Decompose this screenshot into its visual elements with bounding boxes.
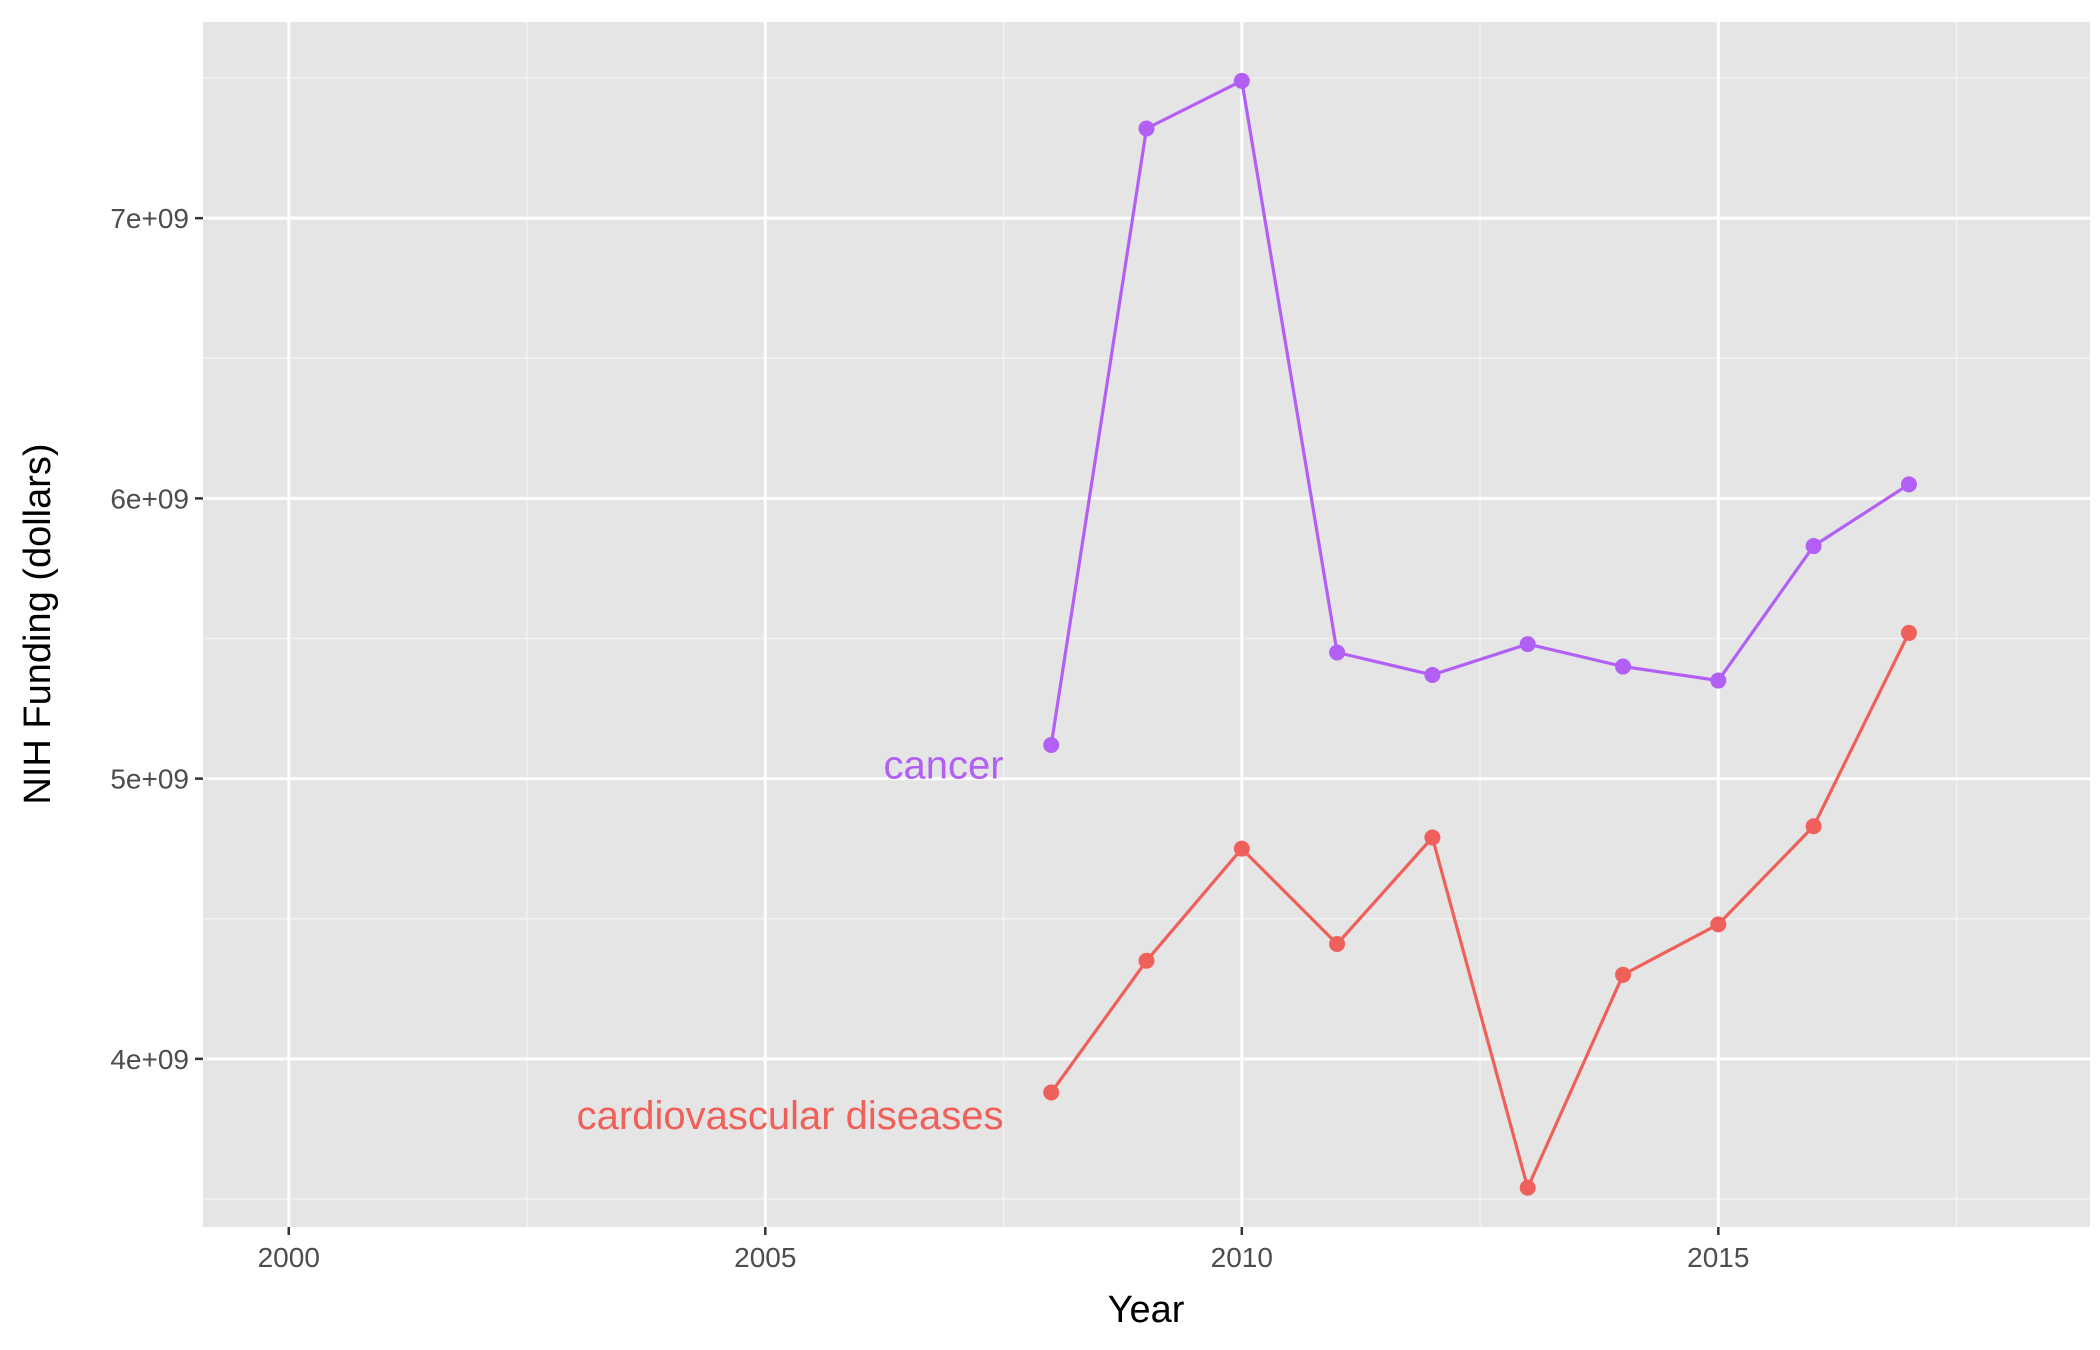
data-point-cancer — [1710, 672, 1727, 689]
grid-minor — [203, 22, 2090, 1227]
y-axis-title: NIH Funding (dollars) — [17, 443, 59, 804]
data-point-cardiovascular-diseases — [1900, 624, 1917, 641]
data-point-cardiovascular-diseases — [1710, 916, 1727, 933]
series-cancer: cancer — [883, 72, 1917, 788]
data-point-cardiovascular-diseases — [1615, 966, 1632, 983]
y-tick-label: 5e+09 — [110, 764, 189, 795]
x-tick-label: 2000 — [258, 1242, 320, 1273]
x-axis: 2000 2005 2010 2015 — [258, 1227, 1749, 1273]
y-tick-label: 6e+09 — [110, 483, 189, 514]
data-point-cardiovascular-diseases — [1424, 829, 1441, 846]
data-point-cardiovascular-diseases — [1519, 1179, 1536, 1196]
plot-panel — [203, 22, 2090, 1227]
x-tick-label: 2005 — [734, 1242, 796, 1273]
x-tick-label: 2015 — [1687, 1242, 1749, 1273]
data-point-cancer — [1329, 644, 1346, 661]
series-label-cancer: cancer — [883, 744, 1003, 788]
series-layer: cancer cardiovascular diseases — [577, 72, 1917, 1196]
series-cardiovascular-diseases: cardiovascular diseases — [577, 624, 1917, 1196]
x-axis-title: Year — [1108, 1289, 1185, 1331]
data-point-cancer — [1615, 658, 1632, 675]
data-point-cancer — [1805, 538, 1822, 555]
data-point-cancer — [1519, 636, 1536, 653]
data-point-cardiovascular-diseases — [1043, 1084, 1060, 1101]
data-point-cardiovascular-diseases — [1138, 952, 1155, 969]
y-axis: 4e+09 5e+09 6e+09 7e+09 — [110, 203, 203, 1075]
data-point-cardiovascular-diseases — [1329, 935, 1346, 952]
series-line-cardiovascular-diseases — [1049, 632, 1911, 1190]
data-point-cancer — [1043, 737, 1060, 753]
y-tick-label: 4e+09 — [110, 1044, 189, 1075]
data-point-cancer — [1424, 666, 1441, 683]
data-point-cardiovascular-diseases — [1233, 840, 1250, 857]
data-point-cancer — [1138, 120, 1155, 137]
data-point-cancer — [1233, 72, 1250, 89]
x-tick-label: 2010 — [1211, 1242, 1273, 1273]
y-tick-label: 7e+09 — [110, 203, 189, 234]
data-point-cardiovascular-diseases — [1805, 818, 1822, 835]
data-point-cancer — [1900, 476, 1917, 493]
series-line-cancer — [1049, 79, 1910, 746]
series-label-cardiovascular-diseases: cardiovascular diseases — [577, 1094, 1004, 1138]
grid-major — [203, 22, 2090, 1227]
